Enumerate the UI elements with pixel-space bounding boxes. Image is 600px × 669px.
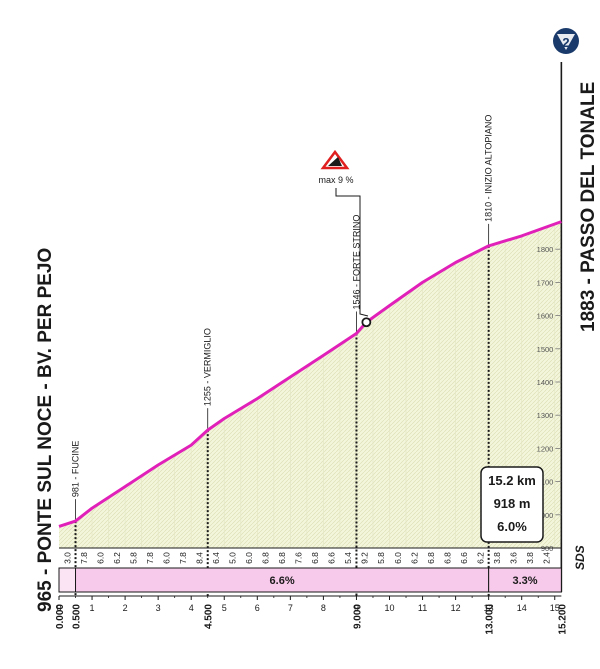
- y-tick-label: 1500: [537, 345, 554, 354]
- km-gradient-label: 5.4: [343, 552, 353, 564]
- end-distance-label: 15.200: [557, 604, 568, 635]
- x-tick-label: 6: [255, 603, 260, 613]
- x-tick-label: 12: [451, 603, 461, 613]
- km-gradient-label: 5.8: [376, 552, 386, 564]
- x-tick-label: 3: [156, 603, 161, 613]
- segment-label: 3.3%: [512, 575, 537, 587]
- segment-bar: [488, 567, 562, 593]
- y-tick-label: 1600: [537, 312, 554, 321]
- km-gradient-label: 6.8: [426, 552, 436, 564]
- km-gradient-label: 7.8: [145, 552, 155, 564]
- y-tick-label: 1000: [537, 511, 554, 520]
- km-gradient-label: 6.0: [161, 552, 171, 564]
- max-gradient-point: [361, 317, 372, 328]
- segment-bar: [75, 567, 490, 593]
- waypoint-label: 1546 - FORTE STRINO: [351, 215, 361, 310]
- waypoint-label: 1255 - VERMIGLIO: [203, 328, 213, 406]
- km-gradient-label: 7.8: [178, 552, 188, 564]
- x-tick-label: 0: [56, 603, 61, 613]
- x-tick-label: 8: [321, 603, 326, 613]
- steep-gradient-icon-slope: [328, 157, 342, 166]
- max-gradient-leader: [335, 188, 369, 317]
- x-tick-label: 9: [354, 603, 359, 613]
- km-gradient-label: 6.8: [310, 552, 320, 564]
- x-tick-label: 15: [550, 603, 560, 613]
- stats-box-frame: [480, 466, 544, 543]
- km-gradient-label: 6.2: [112, 552, 122, 564]
- waypoint-label: 981 - FUCINE: [71, 441, 81, 498]
- x-tick-label: 10: [384, 603, 394, 613]
- profile-area: [59, 221, 562, 548]
- waypoint-distance-label: 4.500: [204, 604, 215, 629]
- km-gradient-label: 3.8: [492, 552, 502, 564]
- badge-triangle: [557, 34, 575, 50]
- km-gradient-label: 6.8: [277, 552, 287, 564]
- waypoint-distance-label: 0.500: [72, 604, 83, 629]
- segment-bar-lead: [58, 567, 77, 593]
- km-gradient-label: 3.6: [508, 552, 518, 564]
- max-gradient-label: max 9 %: [318, 175, 353, 185]
- km-gradient-label: 7.6: [294, 552, 304, 564]
- km-gradient-label: 6.6: [327, 552, 337, 564]
- x-tick-label: 1: [90, 603, 95, 613]
- x-tick-label: 5: [222, 603, 227, 613]
- km-gradient-label: 3.0: [62, 552, 72, 564]
- stats-distance: 15.2 km: [488, 473, 536, 488]
- waypoint-distance-label: 13.000: [485, 604, 496, 635]
- km-gradient-label: 6.0: [95, 552, 105, 564]
- x-tick-label: 13: [484, 603, 494, 613]
- km-gradient-label: 6.2: [409, 552, 419, 564]
- km-gradient-label: 6.0: [393, 552, 403, 564]
- km-gradient-label: 6.0: [244, 552, 254, 564]
- finish-label: 1883 - PASSO DEL TONALE: [578, 82, 599, 332]
- stats-gain: 918 m: [494, 496, 531, 511]
- km-gradient-label: 6.4: [211, 552, 221, 564]
- km-gradient-label: 2.4: [541, 552, 551, 564]
- climb-category-badge: 2: [553, 28, 579, 54]
- max-gradient-marker: max 9 %: [318, 149, 369, 317]
- y-tick-label: 1400: [537, 378, 554, 387]
- y-tick-label: 1800: [537, 245, 554, 254]
- km-gradient-label: 8.4: [194, 552, 204, 564]
- stats-average: 6.0%: [497, 519, 527, 534]
- km-gradient-label: 5.8: [128, 552, 138, 564]
- km-gradient-label: 6.2: [475, 552, 485, 564]
- y-tick-label: 1700: [537, 278, 554, 287]
- km-gradient-label: 9.2: [360, 552, 370, 564]
- stats-box: 15.2 km 918 m 6.0%: [480, 466, 544, 543]
- km-gradient-label: 6.8: [261, 552, 271, 564]
- y-tick-label: 1300: [537, 411, 554, 420]
- profile-line: [58, 220, 562, 528]
- km-gradient-label: 7.8: [79, 552, 89, 564]
- x-tick-label: 11: [418, 603, 427, 613]
- waypoint-label: 1810 - INIZIO ALTOPIANO: [484, 115, 494, 222]
- km-gradient-label: 6.6: [459, 552, 469, 564]
- km-gradient-label: 6.8: [442, 552, 452, 564]
- badge-number: 2: [562, 35, 569, 50]
- y-tick-label: 1200: [537, 444, 554, 453]
- segment-label: 6.6%: [270, 575, 295, 587]
- x-tick-label: 14: [517, 603, 527, 613]
- x-tick-label: 2: [123, 603, 128, 613]
- km-gradient-label: 3.8: [525, 552, 535, 564]
- km-gradient-label: 5.0: [228, 552, 238, 564]
- waypoint-distance-label: 9.000: [352, 604, 363, 629]
- start-label: 965 - PONTE SUL NOCE - BV. PER PEJO: [35, 248, 56, 612]
- x-tick-label: 7: [288, 603, 293, 613]
- y-tick-label: 1100: [537, 478, 553, 487]
- start-distance-label: 0.000: [55, 604, 66, 629]
- x-tick-label: 4: [189, 603, 194, 613]
- sds-logo: SDS: [573, 545, 587, 570]
